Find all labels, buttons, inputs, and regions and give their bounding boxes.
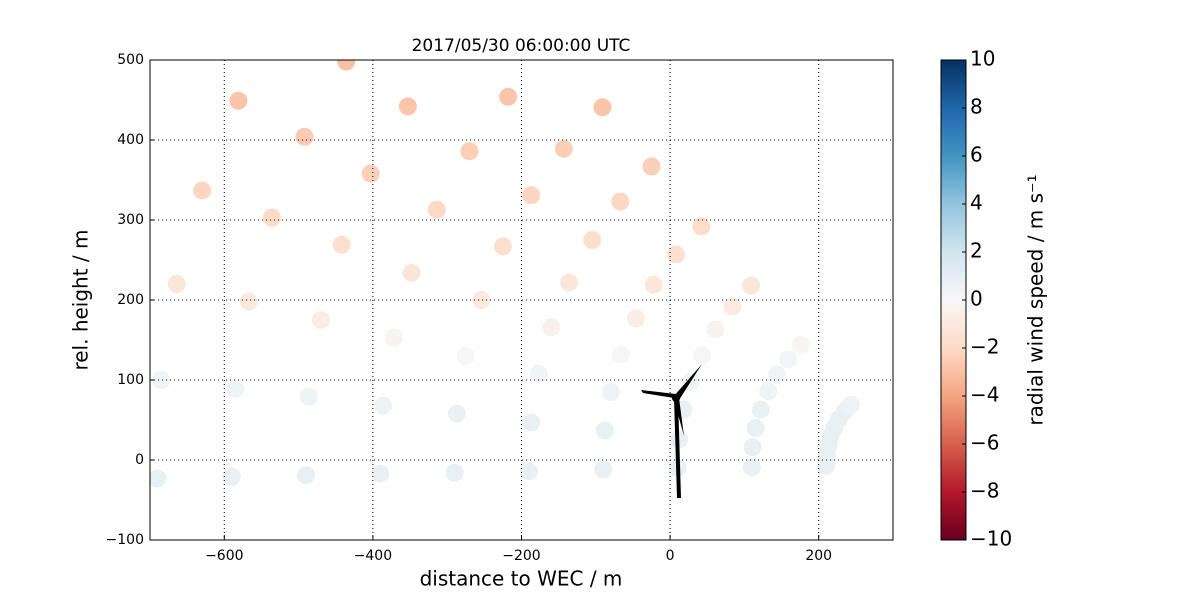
colorbar-tick-label: −10 bbox=[970, 527, 1012, 551]
colorbar bbox=[940, 59, 967, 541]
colorbar-tick-label: 10 bbox=[970, 47, 995, 71]
x-tick-label: −200 bbox=[502, 548, 540, 564]
scatter-point bbox=[560, 273, 579, 292]
scatter-point bbox=[626, 309, 645, 328]
scatter-point bbox=[519, 462, 538, 481]
y-tick-label: 200 bbox=[117, 292, 144, 308]
scatter-point bbox=[152, 371, 171, 389]
y-axis-label: rel. height / m bbox=[69, 229, 93, 370]
colorbar-tick-label: −2 bbox=[970, 335, 999, 359]
scatter-point bbox=[768, 365, 787, 384]
colorbar-tick-label: 2 bbox=[970, 239, 983, 263]
y-tick-label: 400 bbox=[117, 132, 144, 148]
scatter-point bbox=[427, 200, 446, 219]
scatter-point bbox=[522, 413, 541, 432]
scatter-point bbox=[337, 60, 356, 71]
scatter-point bbox=[167, 275, 186, 293]
scatter-point bbox=[642, 157, 661, 176]
x-tick-label: −600 bbox=[205, 548, 243, 564]
scatter-point bbox=[522, 186, 541, 205]
scatter-point bbox=[841, 395, 860, 414]
scatter-point bbox=[791, 335, 810, 354]
colorbar-tick-label: 8 bbox=[970, 95, 983, 119]
scatter-point bbox=[644, 275, 663, 294]
y-tick-label: 300 bbox=[117, 212, 144, 228]
turbine bbox=[641, 364, 702, 498]
scatter-point bbox=[759, 382, 778, 401]
colorbar-tick-label: −4 bbox=[970, 383, 999, 407]
scatter-point bbox=[667, 245, 686, 264]
scatter-point bbox=[751, 400, 770, 419]
scatter-point bbox=[150, 469, 167, 488]
colorbar-tick-label: 4 bbox=[970, 191, 983, 215]
scatter-point bbox=[447, 404, 466, 423]
scatter-point bbox=[746, 419, 765, 437]
y-tick-label: −100 bbox=[106, 532, 144, 548]
colorbar-tick-label: −8 bbox=[970, 479, 999, 503]
scatter-point bbox=[311, 311, 330, 329]
colorbar-tick-label: −6 bbox=[970, 431, 999, 455]
scatter-point bbox=[693, 346, 712, 365]
scatter-point bbox=[472, 291, 491, 309]
scatter-point bbox=[692, 217, 711, 236]
scatter-point bbox=[445, 463, 464, 482]
scatter-point bbox=[493, 237, 512, 256]
scatter-point bbox=[594, 460, 613, 479]
scatter-point bbox=[706, 320, 725, 339]
y-tick-label: 0 bbox=[135, 452, 144, 468]
scatter-point bbox=[262, 208, 281, 227]
x-tick-label: −400 bbox=[354, 548, 392, 564]
y-tick-label: 100 bbox=[117, 372, 144, 388]
scatter-point bbox=[499, 87, 518, 106]
scatter-point bbox=[374, 396, 393, 415]
scatter-point bbox=[456, 347, 475, 365]
scatter-point bbox=[193, 181, 212, 200]
x-axis-label: distance to WEC / m bbox=[420, 567, 623, 591]
scatter-point bbox=[611, 192, 630, 211]
scatter-point bbox=[779, 350, 798, 369]
scatter-point bbox=[239, 292, 258, 311]
scatter-point bbox=[583, 231, 602, 249]
x-tick-label: 200 bbox=[805, 548, 832, 564]
colorbar-tick-label: 6 bbox=[970, 143, 983, 167]
scatter-point bbox=[371, 464, 390, 483]
scatter-point bbox=[332, 235, 351, 254]
scatter-point bbox=[460, 142, 479, 161]
scatter-point bbox=[529, 364, 548, 383]
scatter-point bbox=[361, 164, 380, 183]
scatter-point bbox=[612, 345, 631, 364]
scatter-point bbox=[300, 387, 319, 406]
scatter-point bbox=[742, 276, 761, 295]
colorbar-label: radial wind speed / m s⁻¹ bbox=[1024, 174, 1048, 425]
scatter-point bbox=[384, 328, 403, 347]
scatter-point bbox=[297, 466, 316, 485]
scatter-point bbox=[593, 98, 612, 117]
scatter-point bbox=[601, 383, 620, 401]
grid bbox=[150, 59, 893, 541]
x-tick-label: 0 bbox=[666, 548, 675, 564]
scatter-point bbox=[723, 297, 742, 316]
scatter-points bbox=[150, 60, 860, 488]
y-tick-label: 500 bbox=[117, 52, 144, 68]
scatter-point bbox=[229, 91, 248, 110]
scatter-point bbox=[742, 458, 761, 477]
scatter-point bbox=[226, 379, 245, 398]
scatter-point bbox=[222, 467, 241, 486]
chart-title: 2017/05/30 06:00:00 UTC bbox=[412, 36, 631, 56]
scatter-point bbox=[402, 263, 421, 282]
scatter-point bbox=[595, 421, 614, 440]
scatter-point bbox=[398, 97, 417, 116]
scatter-point bbox=[295, 127, 314, 146]
scatter-point bbox=[743, 438, 762, 457]
scatter-point bbox=[554, 139, 573, 158]
colorbar-tick-label: 0 bbox=[970, 287, 983, 311]
scatter-point bbox=[542, 318, 561, 337]
